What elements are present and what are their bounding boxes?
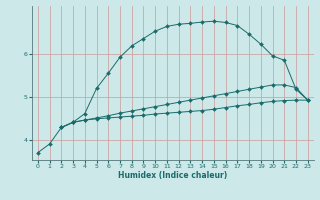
- X-axis label: Humidex (Indice chaleur): Humidex (Indice chaleur): [118, 171, 228, 180]
